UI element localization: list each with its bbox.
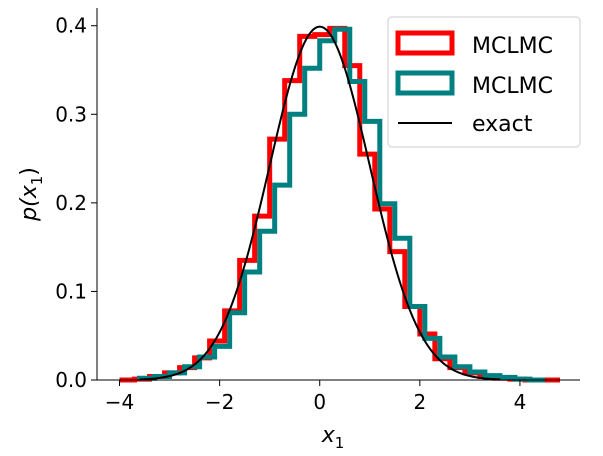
- legend-swatch-mclmc-red: [395, 30, 455, 56]
- legend-frame: [387, 16, 581, 148]
- x-tick-label: 4: [514, 390, 527, 414]
- legend-label-mclmc-red: MCLMC: [472, 34, 553, 59]
- exact-density-line: [139, 25, 500, 381]
- x-tick-label: 2: [413, 390, 426, 414]
- histogram-series-1: [137, 26, 545, 383]
- legend-swatch-mclmc-teal: [395, 70, 455, 96]
- series-layer: [119, 25, 560, 383]
- x-axis-label: x1: [321, 423, 345, 452]
- y-axis-label: p(x1): [17, 167, 46, 222]
- axes-layer: [96, 8, 580, 381]
- legend-label-exact: exact: [472, 112, 533, 137]
- y-tick-label: 0.4: [55, 14, 87, 38]
- x-tick-label: 0: [313, 390, 326, 414]
- y-tick-label: 0.3: [55, 102, 87, 126]
- legend-label-mclmc-teal: MCLMC: [472, 74, 553, 99]
- ticks-layer: −4 −2 0 2 4 0.0 0.1 0.2 0.3 0.4: [55, 14, 526, 414]
- y-tick-label: 0.0: [55, 368, 87, 392]
- x-tick-label: −4: [105, 390, 134, 414]
- y-tick-label: 0.2: [55, 191, 87, 215]
- legend: MCLMC MCLMC exact: [387, 16, 581, 148]
- y-tick-label: 0.1: [55, 279, 87, 303]
- x-tick-label: −2: [205, 390, 234, 414]
